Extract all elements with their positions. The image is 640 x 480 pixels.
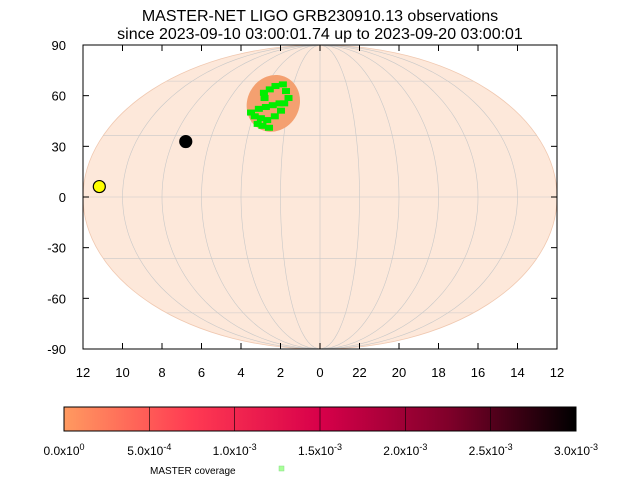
y-tick-label: -30 (47, 241, 66, 256)
y-tick-label: 0 (59, 190, 66, 205)
coverage-point (263, 117, 272, 124)
coverage-point (276, 107, 285, 114)
meridian-line (319, 44, 518, 350)
x-tick-label: 20 (392, 365, 406, 380)
colorbar-exponent: -4 (163, 442, 171, 452)
coverage-point (275, 100, 284, 107)
legend-swatch (278, 465, 285, 472)
graticule (83, 44, 557, 350)
legend-label: MASTER coverage (150, 466, 236, 477)
chart-subtitle: since 2023-09-10 03:00:01.74 up to 2023-… (117, 26, 523, 43)
coverage-points (247, 81, 293, 131)
colorbar-label: 1.0x10-3 (213, 442, 257, 458)
coverage-point (282, 88, 291, 95)
chart-title: MASTER-NET LIGO GRB230910.13 observation… (141, 8, 499, 25)
coverage-point (259, 89, 268, 96)
colorbar-label: 1.5x10-3 (298, 442, 342, 458)
colorbar-label: 5.0x10-4 (127, 442, 171, 458)
x-tick-label: 12 (550, 365, 564, 380)
colorbar-label: 0.0x100 (43, 442, 84, 458)
colorbar-exponent: 0 (80, 442, 85, 452)
y-tick-label: 60 (52, 89, 66, 104)
coverage-point (265, 86, 274, 93)
meridian-line (319, 44, 360, 350)
coverage-point (284, 95, 293, 102)
meridian-line (319, 44, 400, 350)
coverage-point (261, 104, 270, 111)
x-tick-label: 8 (158, 365, 165, 380)
meridian-line (319, 44, 439, 350)
x-tick-label: 18 (431, 365, 445, 380)
y-tick-label: 90 (52, 38, 66, 53)
meridian-line (319, 44, 479, 350)
meridian-line (201, 44, 321, 350)
colorbar-label: 2.5x10-3 (469, 442, 513, 458)
x-tick-label: 2 (277, 365, 284, 380)
colorbar-exponent: -3 (249, 442, 257, 452)
colorbar-exponent: -3 (590, 442, 598, 452)
coverage-point (280, 100, 289, 107)
colorbar-exponent: -3 (334, 442, 342, 452)
colorbar-label: 3.0x10-3 (554, 442, 598, 458)
meridian-line (122, 44, 321, 350)
x-tick-label: 22 (352, 365, 366, 380)
coverage-point (254, 105, 263, 112)
colorbar-label: 2.0x10-3 (383, 442, 427, 458)
moon-marker (179, 134, 193, 149)
colorbar-exponent: -3 (505, 442, 513, 452)
x-tick-label: 14 (510, 365, 524, 380)
coverage-point (265, 124, 274, 131)
sun-marker (92, 179, 106, 194)
coverage-point (247, 109, 256, 116)
x-tick-label: 6 (198, 365, 205, 380)
coverage-point (258, 122, 267, 129)
x-tick-label: 16 (471, 365, 485, 380)
x-tick-label: 12 (76, 365, 90, 380)
x-tick-label: 4 (237, 365, 244, 380)
coverage-point (260, 95, 269, 102)
coverage-point (250, 113, 259, 120)
coverage-point (271, 83, 280, 90)
meridian-line (280, 44, 321, 350)
y-tick-label: -60 (47, 291, 66, 306)
y-tick-label: -90 (47, 342, 66, 357)
meridian-line (161, 44, 321, 350)
coverage-point (268, 102, 277, 109)
coverage-point (256, 115, 265, 122)
y-tick-label: 30 (52, 139, 66, 154)
coverage-point (278, 81, 287, 88)
coverage-point (270, 113, 279, 120)
colorbar-exponent: -3 (419, 442, 427, 452)
coverage-point (253, 120, 262, 127)
x-tick-label: 10 (115, 365, 129, 380)
x-tick-label: 0 (316, 365, 323, 380)
